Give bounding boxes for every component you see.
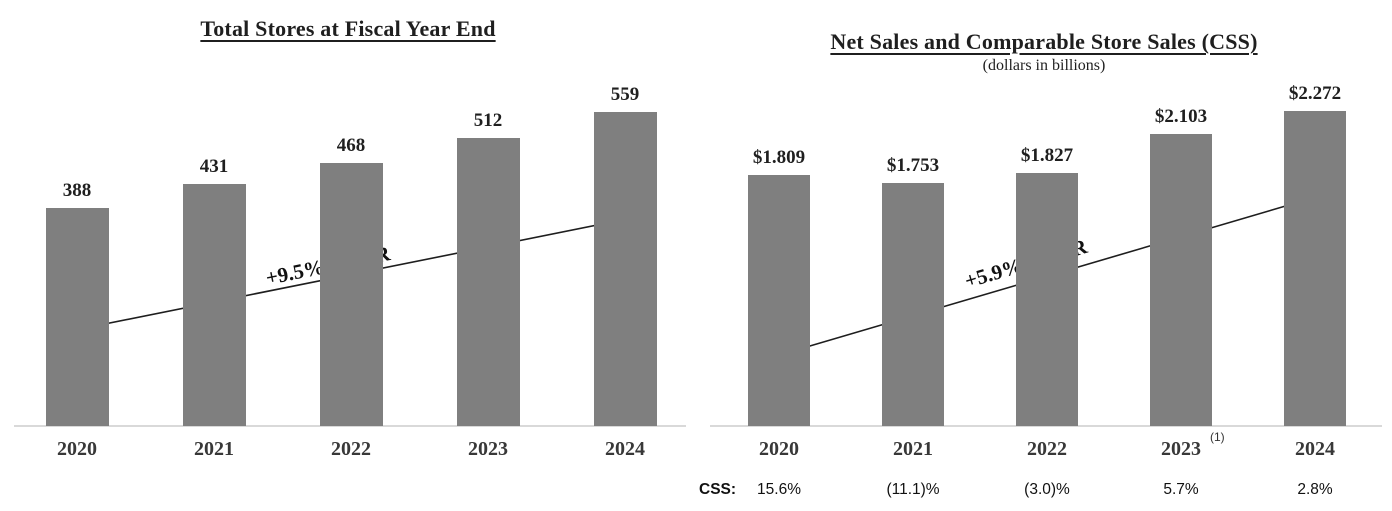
- year-label: 2020: [57, 438, 97, 460]
- x-axis-line: [14, 425, 686, 427]
- bar-value-label: $1.827: [1020, 145, 1074, 167]
- x-axis-line: [710, 425, 1382, 427]
- year-label: 2024: [605, 438, 645, 460]
- year-label: 2022: [331, 438, 371, 460]
- bar-value-label: 468: [336, 135, 366, 157]
- bar-value-label: $2.103: [1154, 106, 1208, 128]
- bar-value-label: $2.272: [1288, 83, 1342, 105]
- total-stores-chart: Total Stores at Fiscal Year End +9.5% CA…: [14, 16, 686, 460]
- bar-value-label: $1.753: [886, 155, 940, 177]
- css-value: 2.8%: [1297, 481, 1333, 498]
- bar-2024: [1284, 111, 1346, 426]
- year-label: 2021: [893, 438, 933, 460]
- bar-value-label: $1.809: [752, 147, 806, 169]
- css-value: (11.1)%: [886, 481, 940, 498]
- bar-value-label: 559: [610, 84, 640, 106]
- footnote-marker: (1): [1210, 430, 1225, 444]
- css-value: (3.0)%: [1024, 481, 1070, 498]
- bar-2020: [748, 175, 810, 426]
- bar-value-label: 388: [62, 180, 92, 202]
- css-row-label: CSS:: [699, 481, 737, 498]
- chart-title: Net Sales and Comparable Store Sales (CS…: [830, 29, 1258, 54]
- bar-2023: [1150, 134, 1212, 426]
- bar-value-label: 431: [199, 156, 229, 178]
- chart-subtitle: (dollars in billions): [982, 57, 1106, 74]
- year-label: 2023 (1): [1161, 430, 1225, 460]
- bar-2021: [882, 183, 944, 426]
- bar-2021: [182, 184, 246, 426]
- year-label: 2020: [759, 438, 799, 460]
- net-sales-chart: Net Sales and Comparable Store Sales (CS…: [696, 0, 1392, 511]
- bar-2022: [1016, 173, 1078, 426]
- css-value: 5.7%: [1163, 481, 1199, 498]
- year-label: 2024: [1295, 438, 1335, 460]
- bar-2023: [456, 138, 520, 426]
- year-label: 2022: [1027, 438, 1067, 460]
- bar-2024: [593, 112, 657, 426]
- bar-2020: [45, 208, 109, 426]
- year-label: 2023: [468, 438, 508, 460]
- bar-value-label: 512: [473, 110, 503, 132]
- bar-2022: [319, 163, 383, 426]
- css-value: 15.6%: [757, 481, 801, 498]
- chart-title: Total Stores at Fiscal Year End: [200, 16, 496, 41]
- year-label: 2021: [194, 438, 234, 460]
